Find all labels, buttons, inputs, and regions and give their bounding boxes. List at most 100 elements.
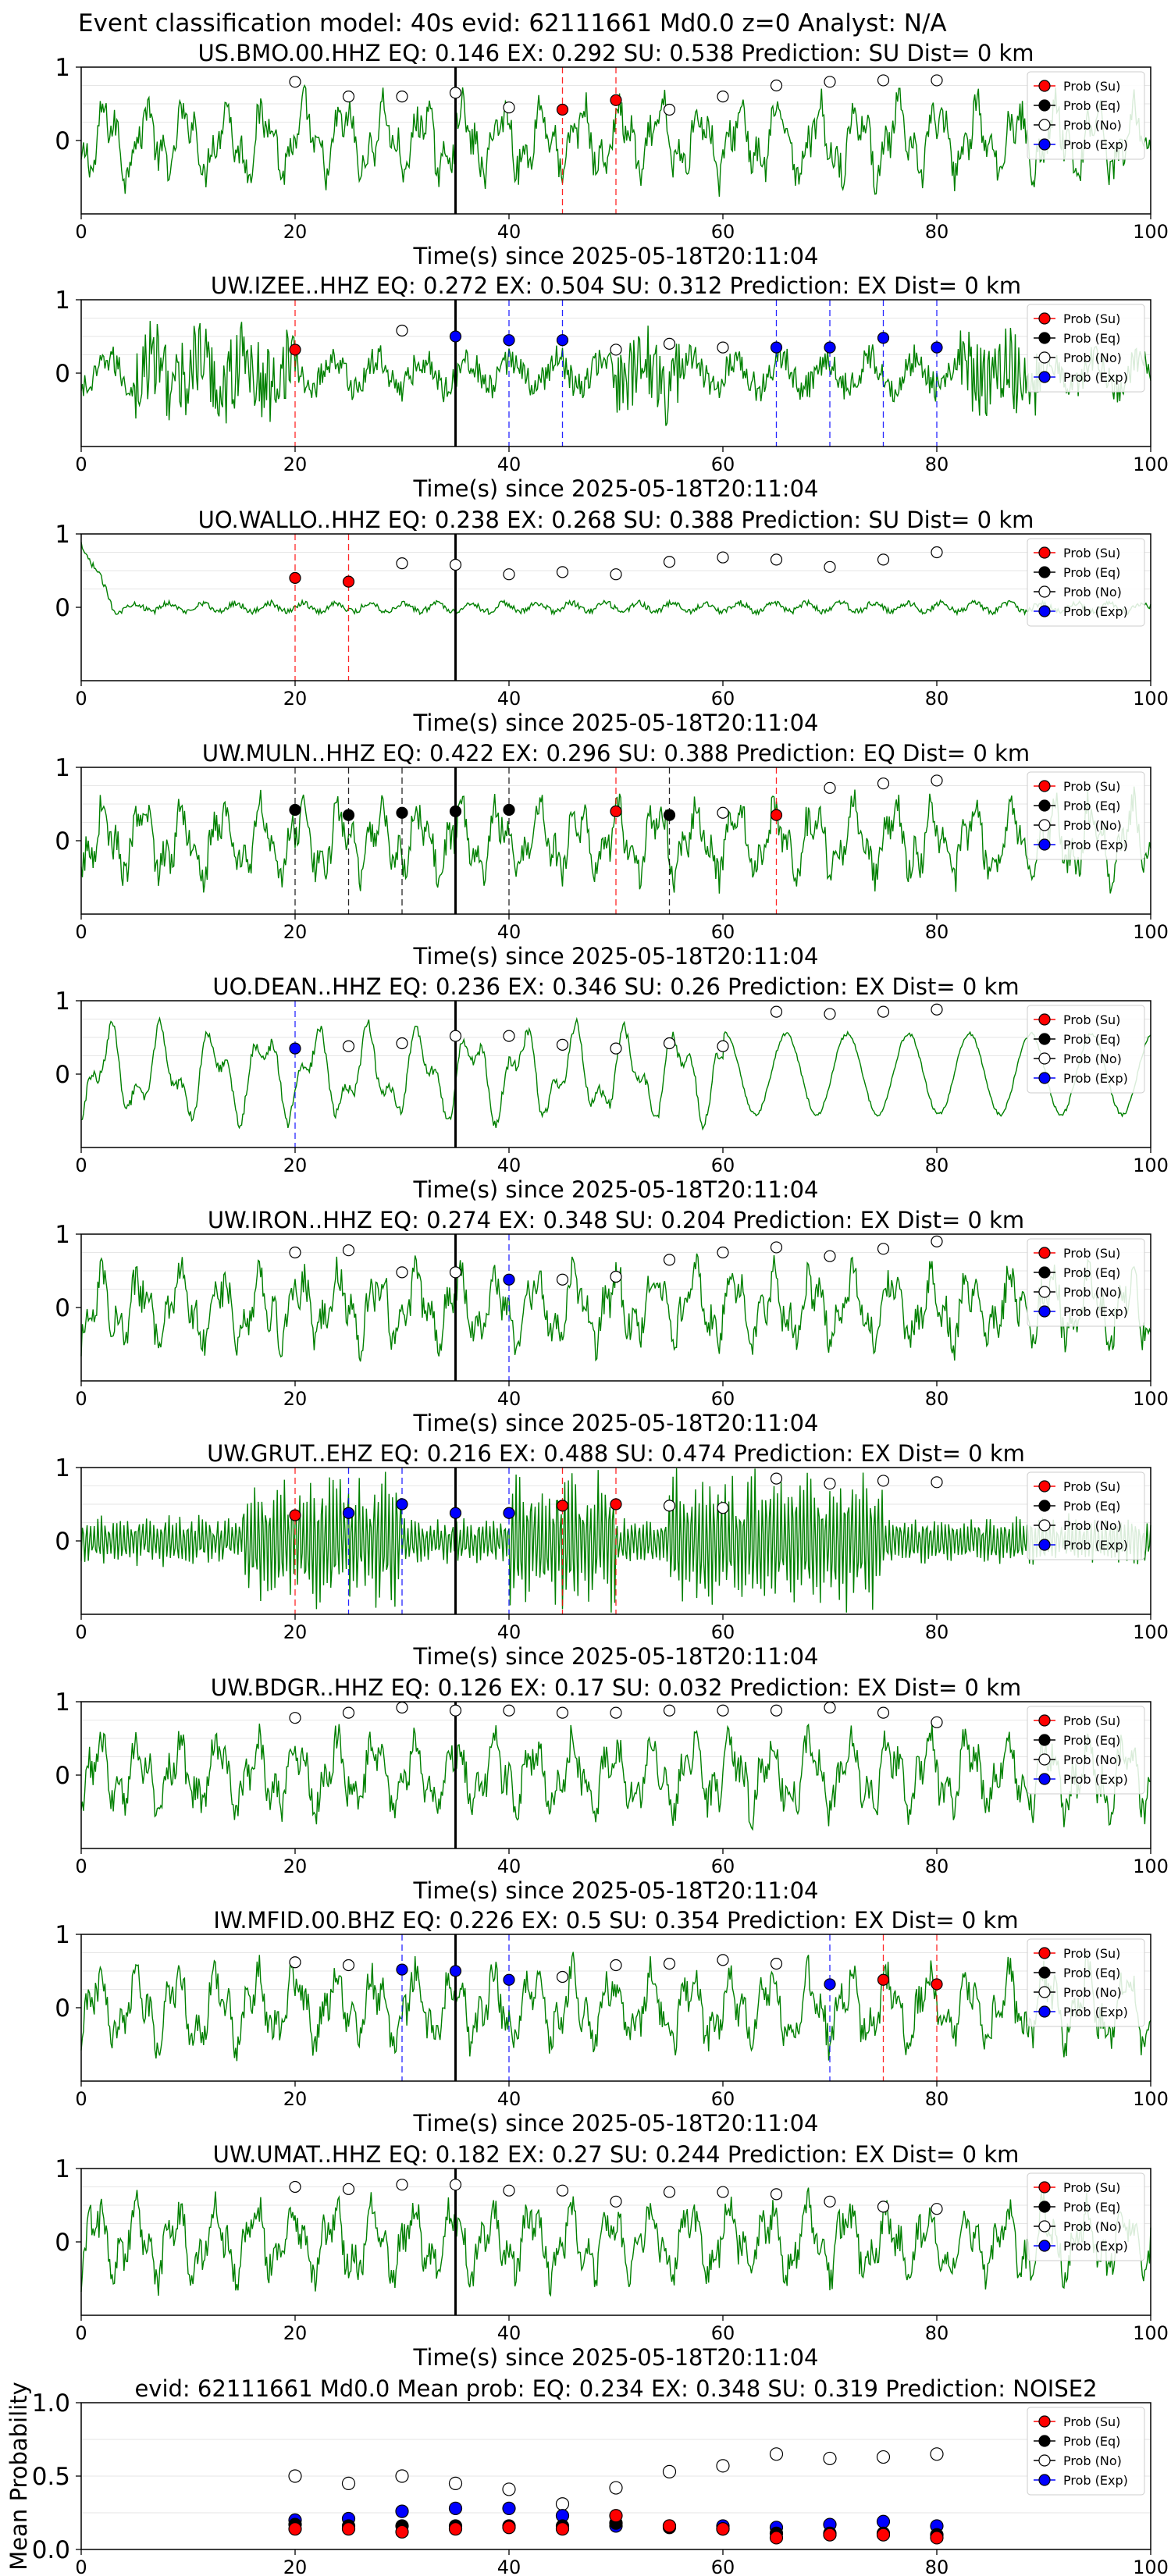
prob-exp-marker xyxy=(342,1507,355,1519)
waveform-trace xyxy=(80,1253,1151,1362)
prob-eq-marker xyxy=(396,806,408,819)
legend-label: Prob (Eq) xyxy=(1063,2434,1120,2449)
prob-no-marker xyxy=(663,1037,676,1050)
y-tick-label: 0 xyxy=(55,1994,70,2023)
x-tick-label: 80 xyxy=(925,1856,949,1877)
legend: Prob (Su) Prob (Eq) Prob (No) Prob (Exp) xyxy=(1027,1005,1145,1094)
prob-no-marker xyxy=(610,343,622,356)
prob-exp-marker xyxy=(556,334,569,347)
x-tick-label: 60 xyxy=(711,2322,735,2344)
x-tick-label: 40 xyxy=(497,2322,521,2344)
x-tick-label: 60 xyxy=(711,2556,735,2576)
panel-1: US.BMO.00.HHZ EQ: 0.146 EX: 0.292 SU: 0.… xyxy=(55,40,1169,269)
y-tick-label: 1 xyxy=(55,987,70,1016)
panel-10: UW.UMAT..HHZ EQ: 0.182 EX: 0.27 SU: 0.24… xyxy=(55,2141,1169,2371)
prob-no-marker xyxy=(717,1704,729,1717)
legend-swatch-marker xyxy=(1038,1734,1051,1746)
legend-box xyxy=(1027,304,1145,393)
mean-prob-no-marker xyxy=(395,2469,409,2483)
legend-swatch-marker xyxy=(1038,2005,1051,2018)
prob-su-marker xyxy=(556,1500,569,1512)
legend-label: Prob (Exp) xyxy=(1063,370,1128,385)
legend-box xyxy=(1027,1938,1145,2027)
x-tick-label: 0 xyxy=(75,1388,87,1410)
x-axis-label: Time(s) since 2025-05-18T20:11:04 xyxy=(413,710,819,736)
legend-swatch-marker xyxy=(1038,1033,1051,1045)
prob-no-marker xyxy=(342,1244,355,1257)
y-tick-label: 1 xyxy=(55,754,70,782)
prob-su-marker xyxy=(556,103,569,116)
x-tick-label: 80 xyxy=(925,2088,949,2110)
prob-no-marker xyxy=(342,1959,355,1972)
x-tick-label: 40 xyxy=(497,221,521,243)
prob-no-marker xyxy=(770,1005,783,1018)
legend-swatch-marker xyxy=(1038,80,1051,92)
prob-no-marker xyxy=(824,1478,836,1490)
prob-su-marker xyxy=(610,1498,622,1510)
y-axis-label: Mean Probability xyxy=(5,2382,32,2571)
prob-no-marker xyxy=(556,1038,569,1051)
x-axis-label: Time(s) since 2025-05-18T20:11:04 xyxy=(413,1410,819,1436)
x-tick-label: 20 xyxy=(283,221,308,243)
x-tick-label: 80 xyxy=(925,454,949,475)
legend-swatch-marker xyxy=(1038,351,1051,364)
mean-prob-no-marker xyxy=(341,2476,356,2490)
x-tick-label: 0 xyxy=(75,221,87,243)
legend-label: Prob (Su) xyxy=(1063,1012,1120,1027)
panel-4: UW.MULN..HHZ EQ: 0.422 EX: 0.296 SU: 0.3… xyxy=(55,740,1169,970)
legend-label: Prob (Eq) xyxy=(1063,1733,1120,1748)
prob-exp-marker xyxy=(289,1042,301,1055)
prob-no-marker xyxy=(396,1701,408,1714)
waveform-trace xyxy=(80,2187,1151,2297)
legend: Prob (Su) Prob (Eq) Prob (No) Prob (Exp) xyxy=(1027,1938,1145,2027)
mean-prob-no-marker xyxy=(716,2459,730,2473)
x-tick-label: 0 xyxy=(75,454,87,475)
mean-prob-no-marker xyxy=(930,2447,944,2461)
x-tick-label: 40 xyxy=(497,454,521,475)
legend-label: Prob (No) xyxy=(1063,1518,1122,1533)
prob-no-marker xyxy=(770,1958,783,1970)
prob-eq-marker xyxy=(503,803,515,817)
legend-label: Prob (No) xyxy=(1063,2219,1122,2234)
x-tick-label: 0 xyxy=(75,2322,87,2344)
x-tick-label: 100 xyxy=(1133,2322,1169,2344)
legend-label: Prob (Eq) xyxy=(1063,799,1120,813)
x-tick-label: 100 xyxy=(1133,1155,1169,1176)
prob-no-marker xyxy=(610,1042,622,1055)
prob-no-marker xyxy=(663,1500,676,1512)
x-tick-label: 100 xyxy=(1133,688,1169,710)
prob-no-marker xyxy=(824,1701,836,1714)
prob-no-marker xyxy=(449,1030,462,1042)
prob-su-marker xyxy=(610,94,622,106)
prob-exp-marker xyxy=(449,1965,462,1977)
prob-no-marker xyxy=(717,90,729,103)
prob-exp-marker xyxy=(824,1978,836,1991)
y-tick-label: 1.0 xyxy=(32,2389,70,2418)
legend-swatch-marker xyxy=(1038,2220,1051,2233)
prob-su-marker xyxy=(610,805,622,818)
legend-box xyxy=(1027,771,1145,860)
prob-no-marker xyxy=(931,546,943,559)
legend-label: Prob (Exp) xyxy=(1063,838,1128,852)
prob-no-marker xyxy=(877,74,890,87)
x-tick-label: 100 xyxy=(1133,454,1169,475)
legend-swatch-marker xyxy=(1038,1500,1051,1512)
panel-3: UO.WALLO..HHZ EQ: 0.238 EX: 0.268 SU: 0.… xyxy=(55,507,1169,736)
x-tick-label: 20 xyxy=(283,921,308,943)
panel-9: IW.MFID.00.BHZ EQ: 0.226 EX: 0.5 SU: 0.3… xyxy=(55,1907,1169,2137)
panel-8: UW.BDGR..HHZ EQ: 0.126 EX: 0.17 SU: 0.03… xyxy=(55,1674,1169,1904)
legend-label: Prob (Su) xyxy=(1063,1713,1120,1728)
mean-prob-no-marker xyxy=(555,2497,570,2511)
legend-label: Prob (Su) xyxy=(1063,1479,1120,1494)
waveform-trace xyxy=(80,321,1151,426)
legend-swatch-marker xyxy=(1038,1286,1051,1298)
panel-title: UW.GRUT..EHZ EQ: 0.216 EX: 0.488 SU: 0.4… xyxy=(207,1440,1025,1467)
legend-swatch-marker xyxy=(1038,838,1051,851)
legend-label: Prob (No) xyxy=(1063,1985,1122,2000)
mean-prob-su-marker xyxy=(395,2524,409,2539)
legend-swatch-marker xyxy=(1038,371,1051,383)
y-tick-label: 0 xyxy=(55,1762,70,1790)
prob-no-marker xyxy=(717,806,729,819)
legend-label: Prob (Exp) xyxy=(1063,1304,1128,1319)
